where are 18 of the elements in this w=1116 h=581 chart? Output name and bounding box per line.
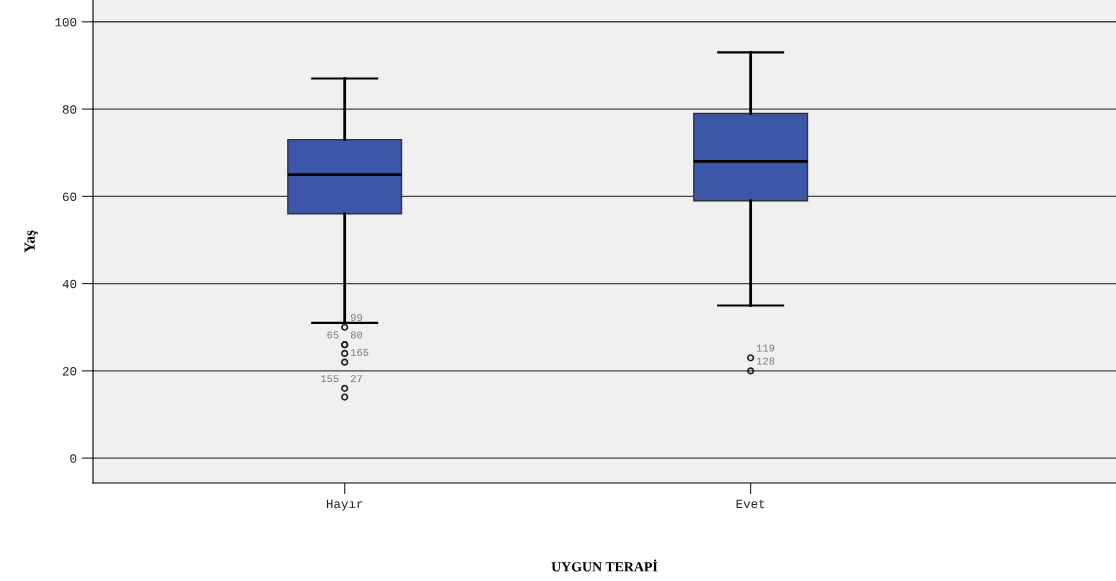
y-tick-label: 20 bbox=[62, 367, 77, 376]
annotation: 119 bbox=[756, 344, 775, 352]
annotation: 80 bbox=[350, 331, 363, 339]
y-tick-label: 100 bbox=[55, 17, 77, 27]
y-tick-label: 80 bbox=[62, 105, 77, 114]
y-tick-label: 60 bbox=[62, 192, 77, 201]
x-axis-title: UYGUN TERAPİ bbox=[551, 559, 658, 572]
x-tick-label: Hayır bbox=[326, 499, 363, 511]
annotation: 65 bbox=[327, 331, 339, 339]
y-tick-label: 40 bbox=[62, 279, 77, 289]
y-tick-label: 0 bbox=[70, 454, 77, 463]
annotation: 155 bbox=[321, 375, 339, 383]
annotation: 128 bbox=[756, 357, 775, 365]
x-tick-label: Evet bbox=[736, 499, 765, 509]
annotation: 99 bbox=[350, 313, 363, 322]
annotation: 165 bbox=[351, 348, 369, 356]
annotation: 27 bbox=[350, 375, 362, 382]
y-axis-title: Yaş bbox=[24, 230, 38, 253]
